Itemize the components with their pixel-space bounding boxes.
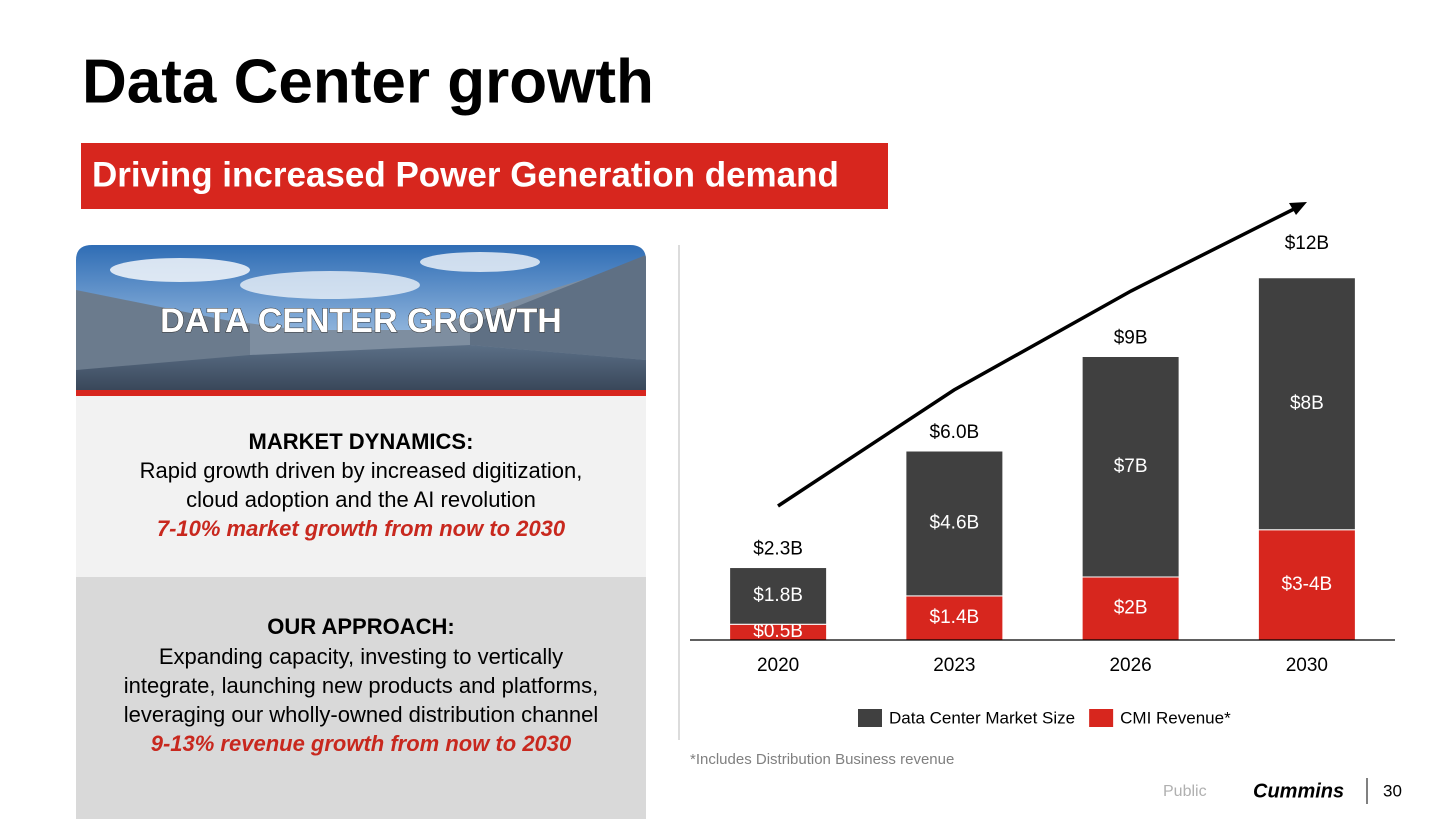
bar-segment [1081,356,1180,578]
data-label: $8B [1290,393,1324,414]
section-highlight: 9-13% revenue growth from now to 2030 [151,731,572,756]
data-label: $7B [1114,456,1148,477]
bar-segment [729,567,828,625]
market-panel [76,396,646,577]
x-tick-label: 2020 [757,655,799,676]
legend-swatch [858,709,882,727]
section-line: integrate, launching new products and pl… [124,673,599,698]
legend-label: CMI Revenue* [1120,708,1231,727]
data-label: $0.5B [753,621,803,642]
classification: Public [1163,783,1207,800]
x-tick-label: 2030 [1286,655,1328,676]
x-tick-label: 2023 [933,655,975,676]
subtitle: Driving increased Power Generation deman… [92,155,839,194]
image-caption: DATA CENTER GROWTH [160,302,562,340]
bar-segment [905,595,1004,641]
section-heading: MARKET DYNAMICS: [249,429,474,454]
section-heading: OUR APPROACH: [267,614,454,639]
section-line: Rapid growth driven by increased digitiz… [140,458,583,483]
bar-segment [1257,277,1356,531]
data-label: $1.4B [930,607,980,628]
total-label: $9B [1114,328,1148,349]
total-label: $6.0B [930,422,980,443]
chart: $0.5B $1.8B $2.3B 2020 $1.4B $4.6B $6.0B 2023 $2… [690,233,1395,727]
data-label: $1.8B [753,585,803,606]
total-label: $12B [1285,233,1329,254]
panel-divider [76,390,646,396]
page-number: 30 [1383,781,1402,800]
panel-text: MARKET DYNAMICS: Rapid growth driven by … [124,429,599,756]
data-label: $2B [1114,598,1148,619]
hero-image [76,245,646,390]
brand: Cummins [1253,780,1344,802]
legend-swatch [1089,709,1114,727]
growth-arrow [777,202,1307,508]
section-highlight: 7-10% market growth from now to 2030 [157,516,566,541]
total-label: $2.3B [753,539,803,560]
section-line: leveraging our wholly-owned distribution… [124,702,599,727]
legend-label: Data Center Market Size [889,708,1075,727]
data-label: $4.6B [930,512,980,533]
subtitle-banner [81,143,888,209]
data-label: $3-4B [1282,574,1333,595]
section-line: cloud adoption and the AI revolution [186,487,536,512]
footnote: *Includes Distribution Business revenue [690,751,954,768]
title: Data Center growth [82,47,654,116]
bar-segment [1257,529,1356,641]
section-line: Expanding capacity, investing to vertica… [159,644,563,669]
x-tick-label: 2026 [1109,655,1151,676]
bar-segment [905,450,1004,597]
approach-panel [76,577,646,819]
